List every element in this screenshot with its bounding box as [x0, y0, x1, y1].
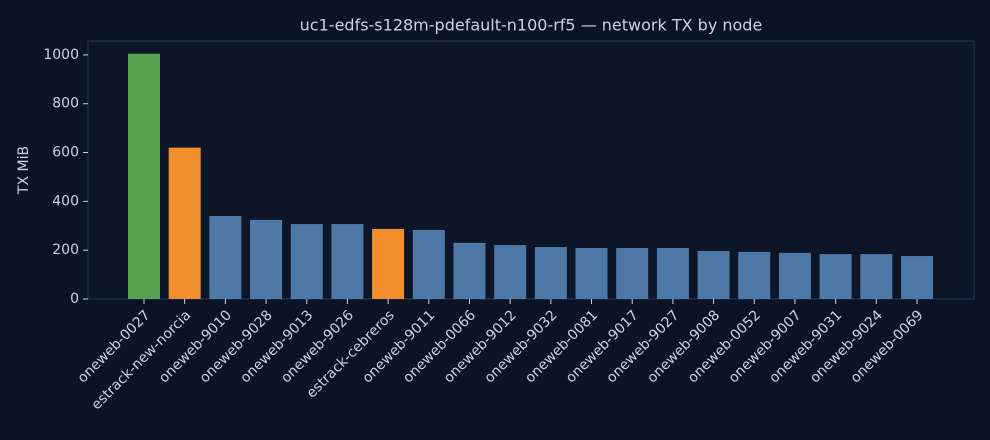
y-tick-label: 0	[70, 291, 79, 307]
bar	[128, 53, 160, 299]
bar	[575, 247, 608, 299]
bar	[168, 147, 201, 299]
y-tick-label: 800	[52, 96, 79, 112]
bar	[819, 254, 852, 299]
bar	[331, 224, 364, 299]
y-tick-label: 400	[52, 193, 79, 209]
bar	[412, 229, 445, 299]
chart-title: uc1-edfs-s128m-pdefault-n100-rf5 — netwo…	[300, 16, 763, 35]
bar	[290, 224, 323, 299]
y-tick-label: 600	[52, 145, 79, 161]
bar	[860, 254, 893, 299]
bar	[372, 228, 405, 299]
bar	[534, 247, 567, 299]
bar	[901, 256, 933, 299]
bar	[250, 219, 283, 299]
y-tick-label: 200	[52, 242, 79, 258]
bar	[738, 251, 771, 299]
y-axis-label: TX MiB	[16, 146, 32, 195]
y-tick-label: 1000	[43, 47, 79, 63]
bar	[697, 250, 730, 299]
bar	[616, 247, 649, 299]
bar	[494, 245, 527, 299]
bar	[453, 242, 486, 299]
bar	[778, 252, 811, 299]
bar	[656, 247, 689, 299]
bar	[209, 216, 242, 299]
